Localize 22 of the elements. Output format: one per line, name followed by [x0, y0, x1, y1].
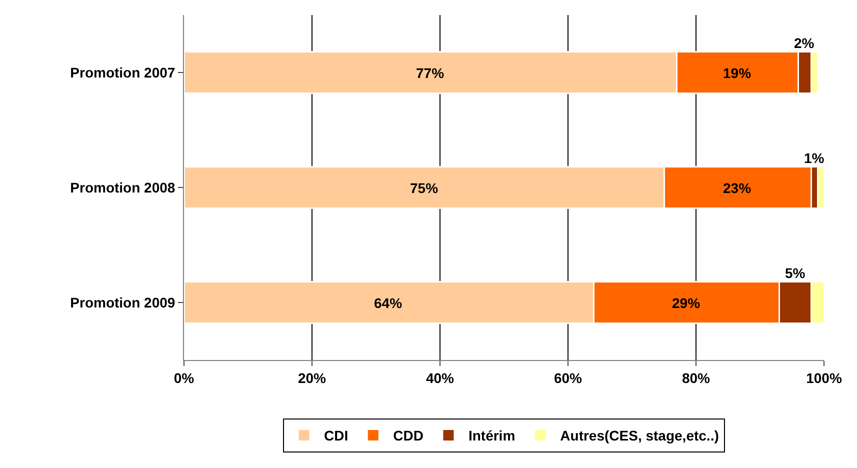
data-label: 75% [410, 180, 439, 196]
legend-label: CDD [393, 428, 424, 444]
x-tick-label: 0% [174, 370, 195, 386]
y-tick-label: Promotion 2009 [70, 294, 176, 310]
data-label: 19% [723, 65, 752, 81]
x-tick-label: 80% [682, 370, 711, 386]
data-label: 23% [723, 180, 752, 196]
data-label: 2% [794, 35, 815, 51]
data-label: 29% [672, 295, 701, 311]
y-tick-label: Promotion 2007 [70, 64, 176, 80]
x-tick-label: 60% [554, 370, 583, 386]
data-label: 1% [804, 150, 825, 166]
legend-label: Autres(CES, stage,etc..) [560, 428, 719, 444]
data-label: 64% [374, 295, 403, 311]
data-label: 5% [785, 265, 806, 281]
legend-label: Intérim [468, 428, 516, 444]
y-tick-label: Promotion 2008 [70, 179, 176, 196]
x-tick-label: 40% [426, 370, 455, 386]
x-tick-label: 100% [806, 370, 842, 386]
x-tick-label: 20% [298, 370, 327, 386]
legend-label: CDI [324, 428, 348, 444]
data-label: 77% [416, 65, 445, 81]
